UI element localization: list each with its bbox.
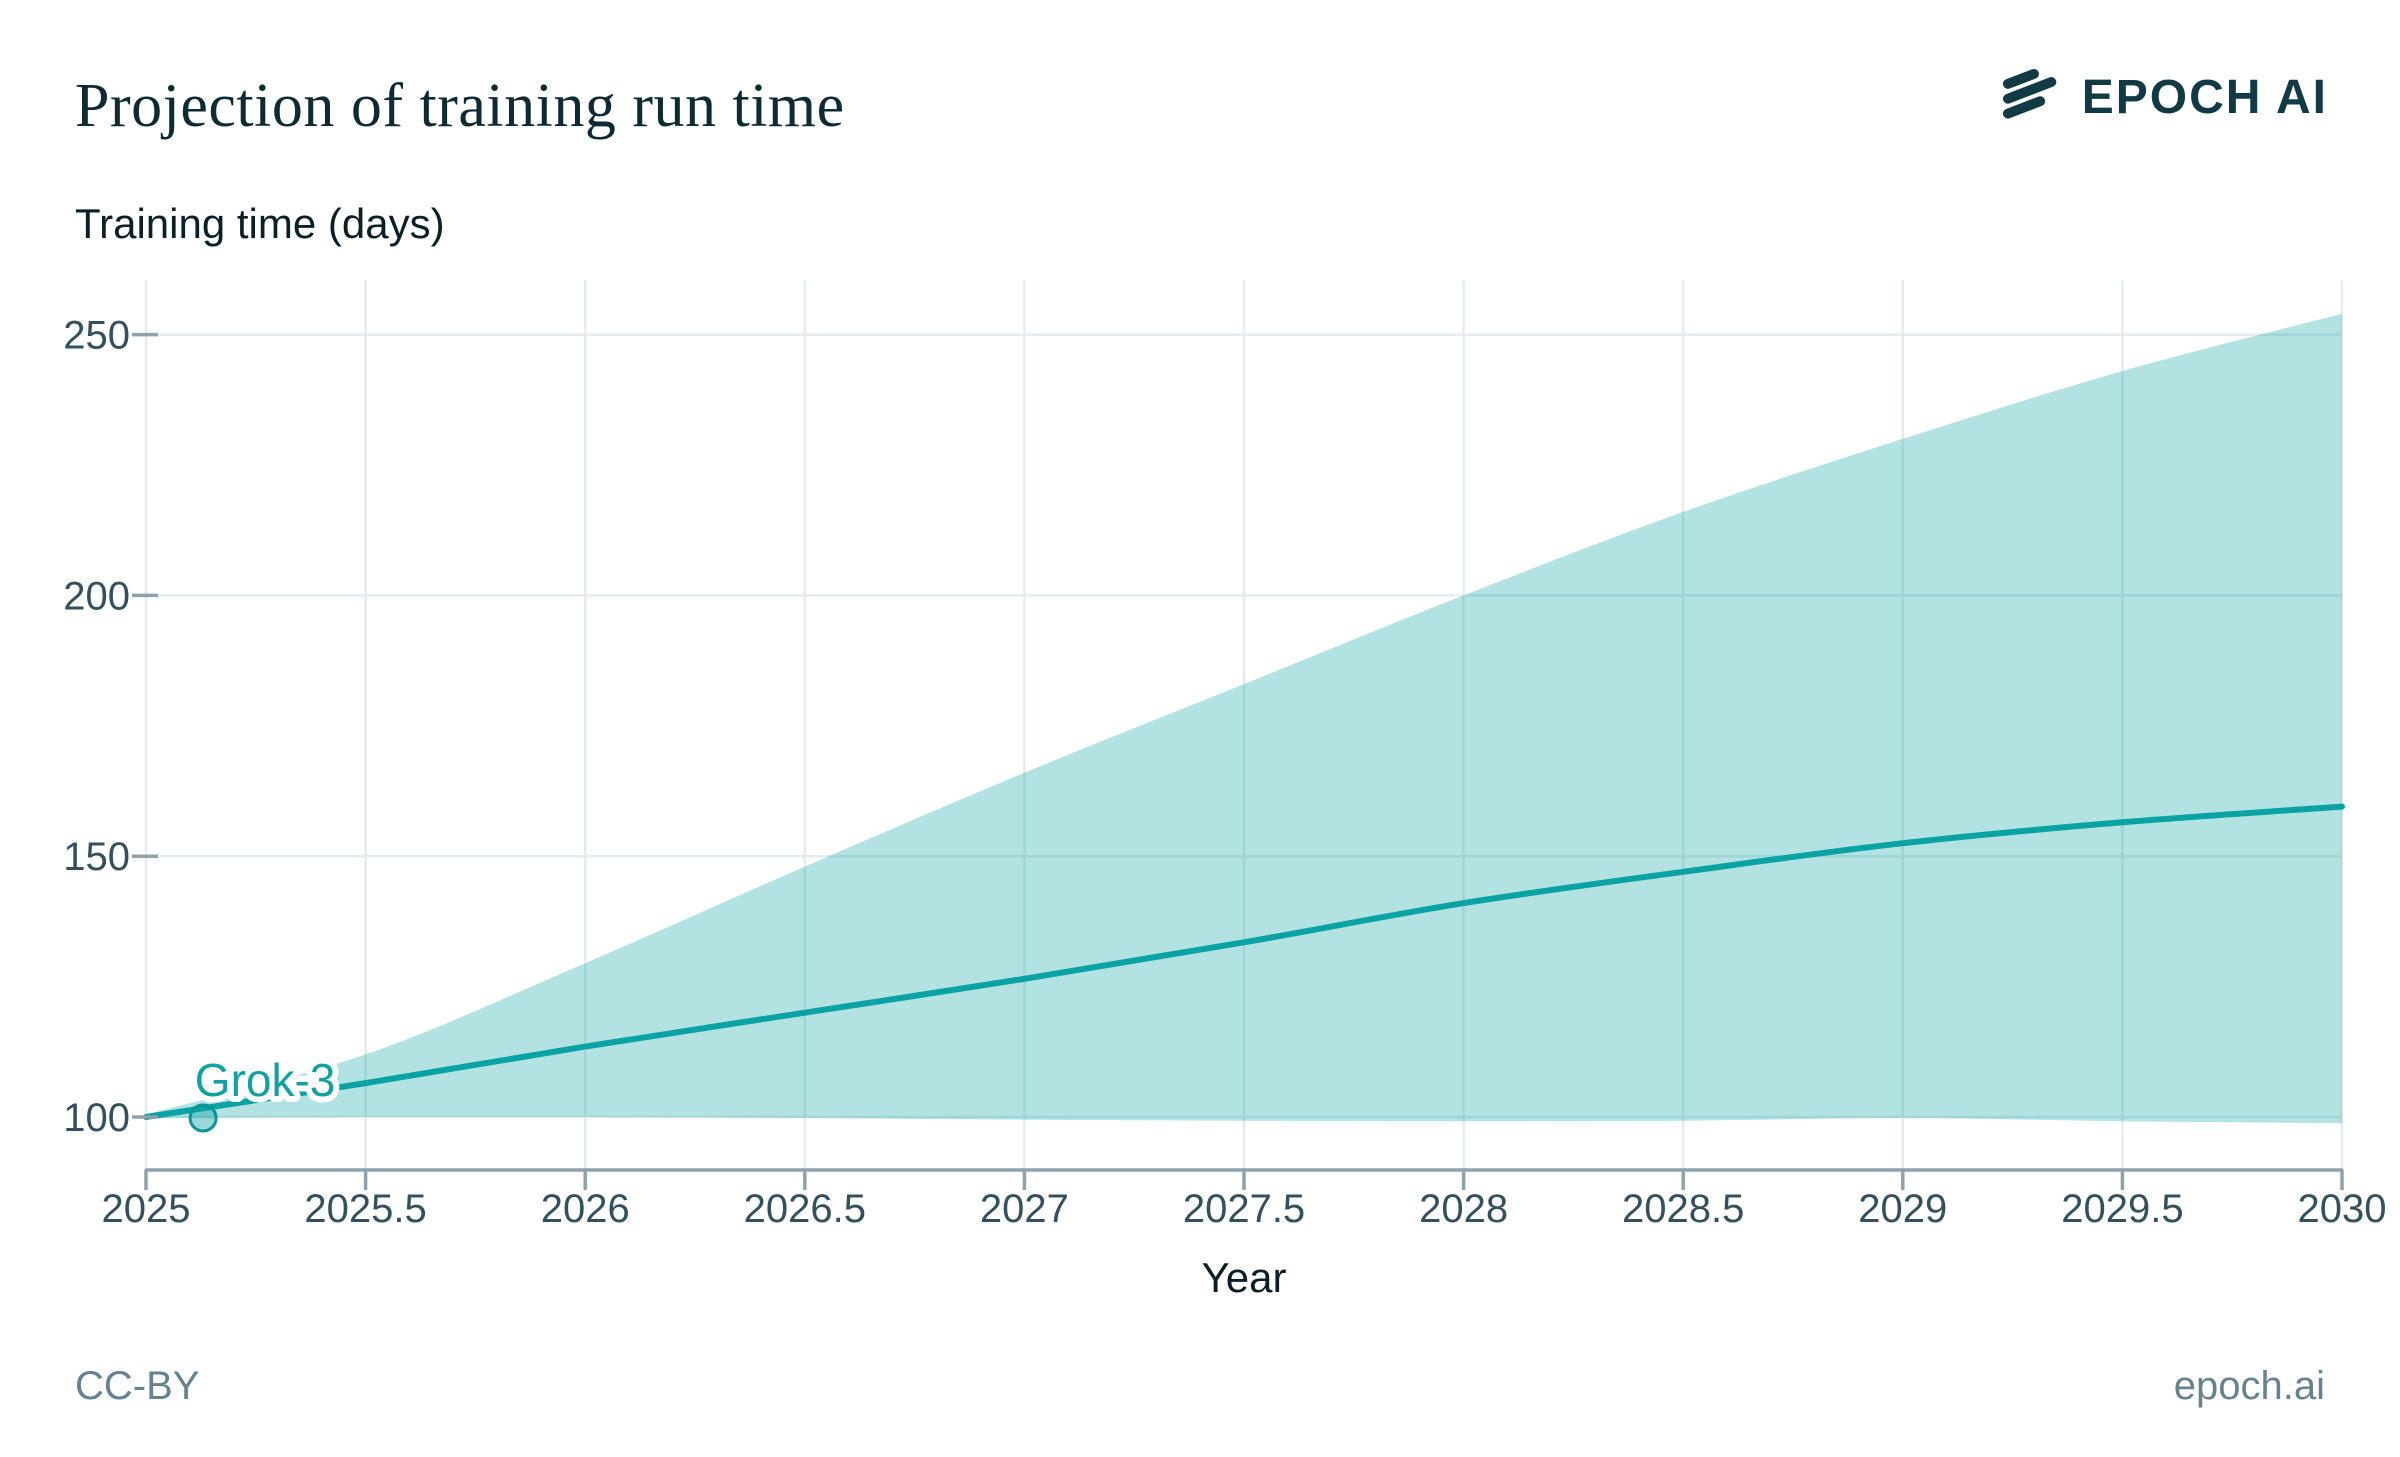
x-tick-label: 2028 <box>1419 1187 1508 1231</box>
x-tick-label: 2025 <box>102 1187 191 1231</box>
y-tick-label: 150 <box>63 835 130 879</box>
x-tick-label: 2029 <box>1858 1187 1947 1231</box>
x-tick-label: 2026.5 <box>744 1187 866 1231</box>
gridlines <box>144 280 2344 1170</box>
x-tick-label: 2027 <box>980 1187 1069 1231</box>
median-projection-line <box>143 803 2345 1120</box>
grok3-annotation-label: Grok-3 <box>195 1054 336 1106</box>
page-title: Projection of training run time <box>75 72 845 140</box>
x-tick-label: 2025.5 <box>304 1187 426 1231</box>
y-tick-label: 250 <box>63 314 130 358</box>
x-tick-label: 2026 <box>541 1187 630 1231</box>
chart-plot: 2025 2025.5 2026 2026.5 2027 2027.5 2028 2028.5… <box>63 280 2387 1301</box>
confidence-band <box>146 313 2342 1124</box>
epoch-logo-icon <box>1998 66 2060 129</box>
y-tick-label: 200 <box>63 574 130 618</box>
epoch-site-link[interactable]: epoch.ai <box>2173 1364 2325 1408</box>
x-tick-label: 2030 <box>2298 1187 2387 1231</box>
x-tick-label: 2027.5 <box>1183 1187 1305 1231</box>
epoch-logo-text: EPOCH AI <box>2081 71 2328 124</box>
y-axis-title: Training time (days) <box>75 200 445 247</box>
x-axis <box>132 332 2344 1190</box>
y-tick-label: 100 <box>63 1096 130 1140</box>
x-tick-label: 2029.5 <box>2061 1187 2183 1231</box>
footer: CC-BY epoch.ai <box>0 1364 2400 1409</box>
epoch-ai-logo[interactable]: EPOCH AI <box>1998 66 2328 129</box>
x-tick-label: 2028.5 <box>1622 1187 1744 1231</box>
x-axis-label: Year <box>1202 1254 1287 1301</box>
license-link[interactable]: CC-BY <box>75 1364 200 1408</box>
grok3-data-point[interactable] <box>188 1103 218 1133</box>
